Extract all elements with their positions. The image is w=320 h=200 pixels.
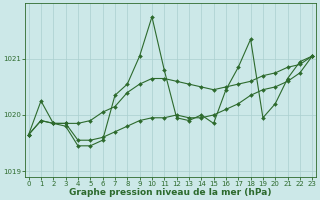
X-axis label: Graphe pression niveau de la mer (hPa): Graphe pression niveau de la mer (hPa): [69, 188, 272, 197]
